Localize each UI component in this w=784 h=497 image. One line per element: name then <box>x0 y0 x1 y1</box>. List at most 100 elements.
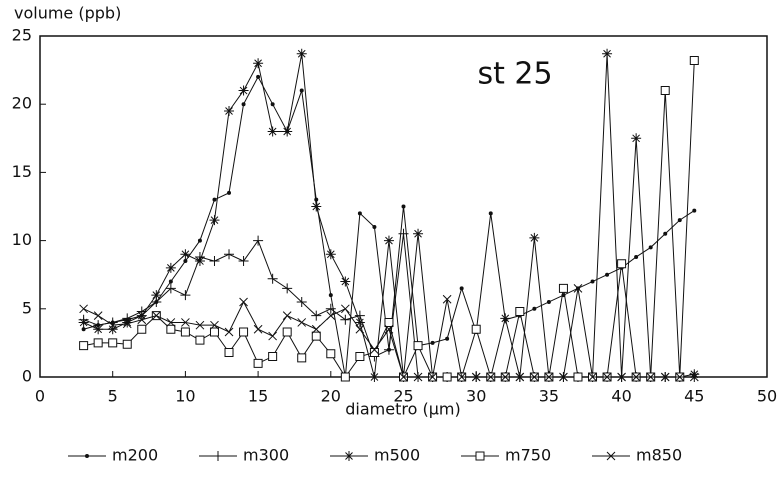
point-marker <box>471 372 481 382</box>
point-marker <box>370 345 379 355</box>
point-marker <box>646 372 656 382</box>
point-marker <box>325 249 336 260</box>
point-marker <box>354 317 365 328</box>
point-marker <box>530 372 539 382</box>
legend-label: m750 <box>505 446 551 465</box>
point-marker <box>617 372 626 382</box>
point-marker <box>256 74 261 79</box>
point-marker <box>224 347 234 357</box>
point-marker <box>253 358 263 368</box>
point-marker <box>210 320 219 330</box>
point-marker <box>383 235 394 246</box>
point-marker <box>677 218 682 223</box>
point-marker <box>311 310 322 321</box>
point-marker <box>340 314 351 325</box>
point-marker <box>369 372 380 382</box>
point-marker <box>93 324 104 335</box>
point-marker <box>529 232 540 243</box>
point-marker <box>398 228 409 239</box>
point-marker <box>165 283 176 294</box>
point-marker <box>573 372 583 382</box>
point-marker <box>617 259 627 269</box>
legend-marker <box>606 451 616 461</box>
point-marker <box>268 331 277 341</box>
point-marker <box>515 307 525 317</box>
point-marker <box>296 296 307 307</box>
x-tick-label: 5 <box>108 387 118 406</box>
point-marker <box>212 197 217 202</box>
annotation: st 25 <box>477 57 552 92</box>
point-marker <box>325 303 336 314</box>
point-marker <box>311 331 321 341</box>
point-marker <box>692 208 697 213</box>
point-marker <box>340 304 350 314</box>
y-tick-label: 20 <box>12 94 32 113</box>
point-marker <box>663 231 668 236</box>
point-marker <box>488 211 493 216</box>
x-tick-label: 0 <box>35 387 45 406</box>
point-marker <box>413 372 423 382</box>
point-marker <box>311 324 321 334</box>
legend-label: m850 <box>636 446 682 465</box>
point-marker <box>108 338 118 348</box>
point-marker <box>268 352 278 362</box>
point-marker <box>573 283 583 293</box>
point-marker <box>282 311 292 320</box>
point-marker <box>340 372 350 382</box>
point-marker <box>108 320 118 330</box>
point-marker <box>357 211 362 216</box>
series-line <box>83 233 695 378</box>
point-marker <box>81 327 86 332</box>
point-marker <box>442 372 452 382</box>
point-marker <box>168 279 173 284</box>
point-marker <box>93 338 103 348</box>
point-marker <box>267 126 278 137</box>
point-marker <box>675 372 685 382</box>
point-marker <box>326 311 336 320</box>
point-marker <box>445 336 450 341</box>
point-marker <box>413 228 424 239</box>
point-marker <box>122 319 132 329</box>
x-tick-label: 15 <box>248 387 268 406</box>
point-marker <box>328 293 333 298</box>
point-marker <box>282 126 293 137</box>
y-tick-label: 10 <box>12 230 32 249</box>
point-marker <box>588 372 597 382</box>
point-marker <box>442 294 452 304</box>
point-marker <box>355 352 365 362</box>
point-marker <box>459 286 464 291</box>
point-marker <box>122 339 132 349</box>
legend-marker <box>213 451 223 461</box>
point-marker <box>660 372 670 382</box>
point-marker <box>326 349 336 359</box>
point-marker <box>224 327 234 337</box>
point-marker <box>631 372 641 382</box>
x-tick-label: 30 <box>466 387 486 406</box>
legend-label: m500 <box>374 446 420 465</box>
point-marker <box>590 279 595 284</box>
point-marker <box>544 372 554 382</box>
point-marker <box>267 273 278 284</box>
point-marker <box>183 259 188 263</box>
point-marker <box>181 318 190 327</box>
point-marker <box>197 238 202 243</box>
x-tick-label: 25 <box>393 387 413 406</box>
point-marker <box>137 324 147 334</box>
point-marker <box>239 327 249 337</box>
point-marker <box>605 272 610 277</box>
point-marker <box>500 372 510 382</box>
x-tick-label: 20 <box>321 387 341 406</box>
point-marker <box>166 324 176 334</box>
point-marker <box>180 249 191 260</box>
point-marker <box>340 276 351 287</box>
legend-marker <box>85 454 90 458</box>
point-marker <box>253 324 263 334</box>
point-marker <box>296 48 307 59</box>
point-marker <box>486 372 496 382</box>
point-marker <box>151 290 162 301</box>
point-marker <box>413 341 423 351</box>
point-marker <box>297 318 307 327</box>
point-marker <box>515 372 525 382</box>
point-marker <box>238 85 249 96</box>
point-marker <box>227 190 232 195</box>
